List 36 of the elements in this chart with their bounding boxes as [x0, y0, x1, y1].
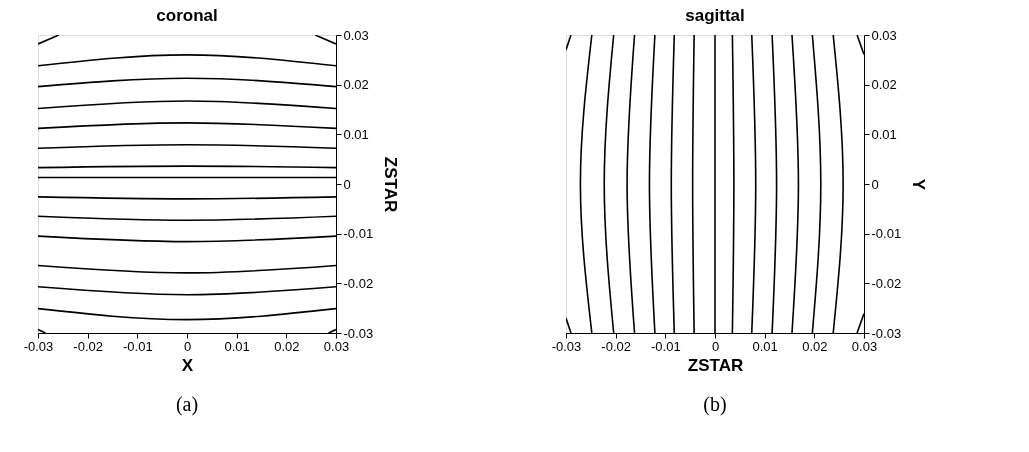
x-tick-label: -0.01 — [651, 338, 681, 354]
x-tick-label: -0.02 — [73, 338, 103, 354]
x-tick-label: 0.01 — [224, 338, 250, 354]
y-tick-label: 0.03 — [871, 27, 897, 43]
y-axis-title: Y — [909, 178, 929, 191]
y-tick-label: 0.01 — [343, 126, 369, 142]
y-tick-label: 0.02 — [343, 77, 369, 93]
y-tick-label: -0.02 — [343, 275, 374, 291]
x-tick-label: 0 — [711, 338, 720, 354]
y-tick-label: 0 — [343, 176, 351, 192]
y-tick-label: 0.02 — [871, 77, 897, 93]
text: (b) — [703, 393, 727, 416]
x-tick-label: 0.02 — [274, 338, 300, 354]
x-tick-label: 0.01 — [752, 338, 778, 354]
y-tick-label: 0 — [871, 176, 879, 192]
x-tick-label: -0.03 — [551, 338, 582, 354]
y-tick-label: -0.03 — [343, 325, 374, 341]
y-tick-label: 0.03 — [343, 27, 369, 43]
x-tick-label: -0.02 — [601, 338, 631, 354]
x-tick-label: 0.03 — [851, 338, 878, 354]
x-tick-label: 0.02 — [802, 338, 828, 354]
x-tick-label: 0.03 — [323, 338, 350, 354]
y-tick-label: 0.01 — [871, 126, 897, 142]
text: (a) — [175, 393, 199, 416]
y-tick-label: -0.01 — [871, 226, 902, 242]
x-axis-title: X — [181, 355, 194, 375]
x-tick-label: -0.03 — [23, 338, 54, 354]
y-axis-title: ZSTAR — [381, 156, 401, 213]
y-tick-label: -0.01 — [343, 226, 374, 242]
y-tick-label: -0.03 — [871, 325, 902, 341]
x-axis-title: ZSTAR — [687, 355, 744, 375]
y-tick-label: -0.02 — [871, 275, 902, 291]
x-tick-label: 0 — [183, 338, 192, 354]
chart-title: coronal — [156, 6, 218, 25]
chart-title: sagittal — [685, 6, 745, 25]
x-tick-label: -0.01 — [123, 338, 153, 354]
